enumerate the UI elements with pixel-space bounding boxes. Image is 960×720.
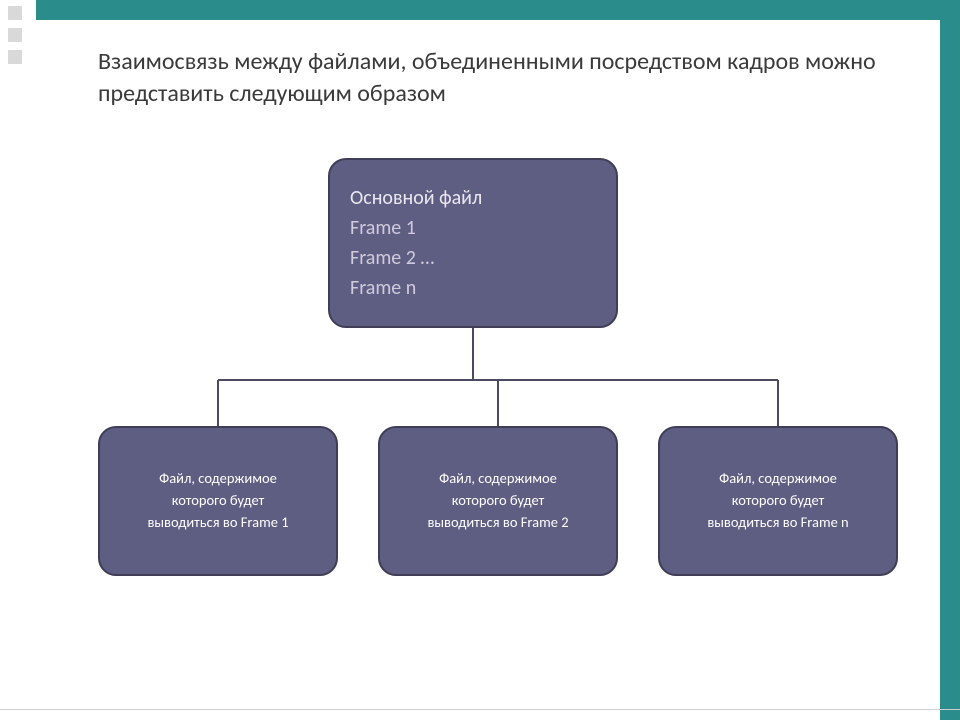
child-node-line: которого будет	[147, 490, 288, 512]
right-accent-bar	[940, 0, 960, 720]
child-node-1: Файл, содержимое которого будет выводить…	[98, 426, 338, 576]
child-node-2: Файл, содержимое которого будет выводить…	[378, 426, 618, 576]
child-node-line: которого будет	[707, 490, 848, 512]
rail-square	[8, 28, 22, 42]
rail-square	[8, 6, 22, 20]
child-node-3: Файл, содержимое которого будет выводить…	[658, 426, 898, 576]
child-node-line: выводиться во Frame n	[707, 512, 848, 534]
bottom-rule	[0, 709, 960, 710]
child-node-line: которого будет	[427, 490, 568, 512]
root-node-frame-line: Frame 2 …	[350, 243, 482, 273]
child-node-line: выводиться во Frame 1	[147, 512, 288, 534]
left-decor-rail	[0, 0, 36, 720]
child-node-line: выводиться во Frame 2	[427, 512, 568, 534]
slide-title: Взаимосвязь между файлами, объединенными…	[98, 46, 900, 111]
child-node-line: Файл, содержимое	[707, 468, 848, 490]
root-node-title: Основной файл	[350, 183, 482, 213]
child-node-line: Файл, содержимое	[427, 468, 568, 490]
hierarchy-diagram: Основной файл Frame 1 Frame 2 … Frame n …	[98, 158, 898, 658]
root-node-frame-line: Frame n	[350, 273, 482, 303]
rail-square	[8, 50, 22, 64]
root-node-frame-line: Frame 1	[350, 213, 482, 243]
slide: Взаимосвязь между файлами, объединенными…	[0, 0, 960, 720]
child-node-line: Файл, содержимое	[147, 468, 288, 490]
root-node: Основной файл Frame 1 Frame 2 … Frame n	[328, 158, 618, 328]
top-accent-bar	[36, 0, 960, 20]
